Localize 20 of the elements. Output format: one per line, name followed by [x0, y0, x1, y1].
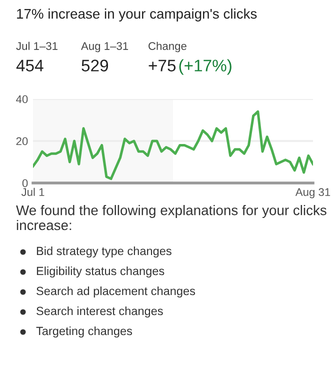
text: 529: [82, 60, 108, 72]
y-tick-label: 40: [16, 95, 28, 104]
text: Eligibility status changes: [36, 266, 164, 278]
line-series: [33, 110, 313, 180]
chart-title: 17% increase in your campaign's clicks: [17, 8, 257, 22]
text: Aug 1–31: [81, 42, 128, 52]
text: Search ad placement changes: [36, 286, 196, 298]
text: Change: [148, 42, 186, 52]
text: Targeting changes: [36, 326, 132, 338]
y-tick-label: 20: [16, 137, 28, 146]
x-tick-label: Aug 31: [295, 188, 330, 198]
x-tick-label: Jul 1: [21, 188, 44, 196]
text: 454: [16, 60, 44, 72]
text: (+17%): [179, 59, 232, 75]
text: We found the following explanations for your clicks increase:: [16, 205, 326, 230]
text: Search interest changes: [36, 306, 163, 318]
text: Jul 1–31: [16, 42, 58, 50]
text: +75: [148, 60, 176, 72]
text: Bid strategy type changes: [36, 246, 172, 258]
y-tick-label: 0: [22, 179, 28, 188]
